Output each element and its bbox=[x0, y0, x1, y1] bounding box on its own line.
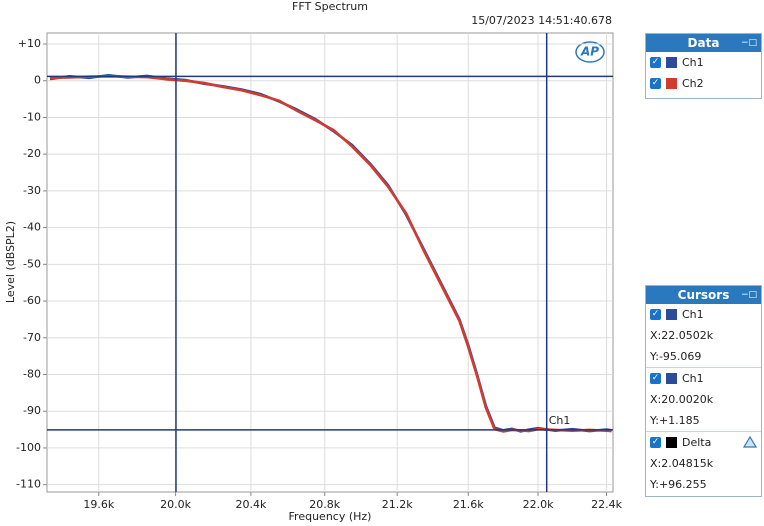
chart: FFT Spectrum 15/07/2023 14:51:40.678 Fre… bbox=[4, 0, 623, 523]
panel-title: Cursors bbox=[677, 288, 730, 302]
checkbox[interactable]: ✓ bbox=[650, 57, 661, 68]
timestamp: 15/07/2023 14:51:40.678 bbox=[471, 14, 612, 27]
cursor-y: Y:+96.255 bbox=[650, 478, 707, 491]
cursor-name[interactable]: ✓ Ch1 bbox=[646, 304, 761, 325]
swatch bbox=[666, 309, 677, 320]
y-tick-label: -60 bbox=[23, 294, 41, 307]
y-tick-label: -40 bbox=[23, 221, 41, 234]
legend-item[interactable]: ✓ Ch1 bbox=[646, 52, 761, 73]
swatch bbox=[666, 373, 677, 384]
x-tick-label: 20.8k bbox=[309, 498, 340, 511]
swatch bbox=[666, 437, 677, 448]
y-tick-label: -70 bbox=[23, 331, 41, 344]
checkbox[interactable]: ✓ bbox=[650, 437, 661, 448]
pin-icon[interactable]: −□ bbox=[740, 38, 757, 48]
y-tick-label: -50 bbox=[23, 257, 41, 270]
legend-label: Ch1 bbox=[682, 56, 704, 69]
cursors-panel: Cursors −□ ✓ Ch1 X:22.0502k Y:-95.069 ✓ Ch1… bbox=[645, 285, 762, 497]
y-axis-label: Level (dBSPL2) bbox=[4, 221, 17, 303]
ap-logo: AP bbox=[575, 41, 605, 63]
x-tick-label: 19.6k bbox=[83, 498, 114, 511]
cursor-y: Y:+1.185 bbox=[650, 414, 700, 427]
y-tick-label: 0 bbox=[34, 74, 41, 87]
checkbox[interactable]: ✓ bbox=[650, 309, 661, 320]
x-tick-label: 22.4k bbox=[591, 498, 622, 511]
y-tick-label: -20 bbox=[23, 147, 41, 160]
y-tick-label: -30 bbox=[23, 184, 41, 197]
cursor-label: Delta bbox=[682, 436, 712, 449]
y-tick-label: +10 bbox=[18, 37, 41, 50]
cursor-tag: Ch1 bbox=[549, 414, 571, 427]
y-tick-label: -10 bbox=[23, 110, 41, 123]
checkbox[interactable]: ✓ bbox=[650, 78, 661, 89]
x-tick-label: 22.0k bbox=[523, 498, 554, 511]
legend-label: Ch2 bbox=[682, 77, 704, 90]
delta-icon[interactable] bbox=[743, 436, 757, 448]
pin-icon[interactable]: −□ bbox=[740, 290, 757, 300]
series-line bbox=[49, 75, 612, 433]
legend-item[interactable]: ✓ Ch2 bbox=[646, 73, 761, 94]
y-tick-label: -80 bbox=[23, 367, 41, 380]
data-panel: Data −□ ✓ Ch1 ✓ Ch2 bbox=[645, 33, 762, 99]
separator bbox=[646, 367, 761, 368]
x-tick-label: 20.0k bbox=[160, 498, 191, 511]
chart-title: FFT Spectrum bbox=[292, 0, 368, 13]
x-tick-label: 21.2k bbox=[382, 498, 413, 511]
cursor-x: X:20.0020k bbox=[650, 393, 714, 406]
cursor-label: Ch1 bbox=[682, 372, 704, 385]
cursor-x: X:2.04815k bbox=[650, 457, 714, 470]
svg-text:AP: AP bbox=[580, 45, 599, 59]
plot-frame bbox=[46, 32, 614, 493]
swatch bbox=[666, 57, 677, 68]
cursor-name[interactable]: ✓ Delta bbox=[646, 432, 761, 453]
panel-title: Data bbox=[687, 36, 720, 50]
y-tick-label: -100 bbox=[16, 441, 41, 454]
separator bbox=[646, 431, 761, 432]
x-tick-label: 20.4k bbox=[235, 498, 266, 511]
y-tick-label: -110 bbox=[16, 478, 41, 491]
panel-header: Data −□ bbox=[646, 34, 761, 52]
y-tick-label: -90 bbox=[23, 404, 41, 417]
cursor-label: Ch1 bbox=[682, 308, 704, 321]
x-axis-label: Frequency (Hz) bbox=[289, 510, 372, 523]
panel-header: Cursors −□ bbox=[646, 286, 761, 304]
cursor-x: X:22.0502k bbox=[650, 329, 714, 342]
swatch bbox=[666, 78, 677, 89]
cursor-name[interactable]: ✓ Ch1 bbox=[646, 368, 761, 389]
cursor-y: Y:-95.069 bbox=[650, 350, 702, 363]
x-tick-label: 21.6k bbox=[453, 498, 484, 511]
checkbox[interactable]: ✓ bbox=[650, 373, 661, 384]
